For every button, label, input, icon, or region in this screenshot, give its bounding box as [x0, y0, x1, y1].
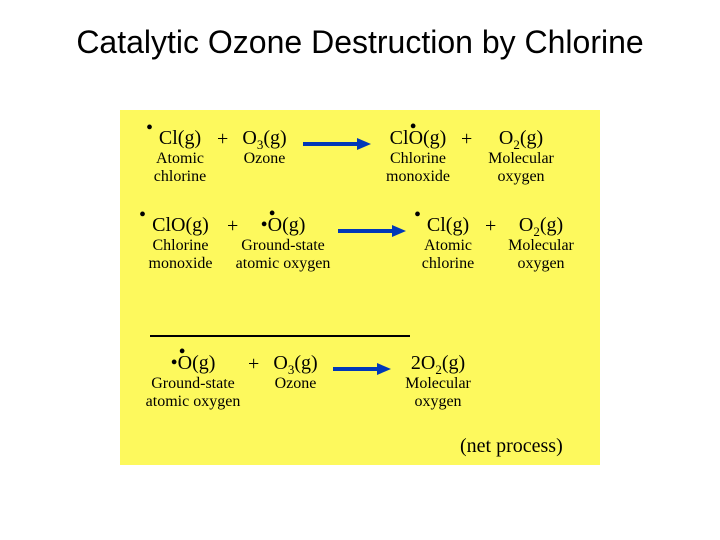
plus-sign: + [485, 215, 496, 238]
summation-rule [150, 335, 410, 337]
r1-product-1: Cl•O(g) Chlorine monoxide [378, 128, 458, 187]
r3-product-1: 2O2(g) Molecular oxygen [393, 353, 483, 412]
slide: Catalytic Ozone Destruction by Chlorine … [0, 0, 720, 540]
r2-reactant-2: ••O(g) Ground-state atomic oxygen [233, 215, 333, 274]
arrow-icon [333, 361, 391, 377]
page-title: Catalytic Ozone Destruction by Chlorine [0, 0, 720, 72]
r1-reactant-1: •Cl(g) Atomic chlorine [145, 128, 215, 187]
reactions-panel: •Cl(g) Atomic chlorine + O3(g) Ozone Cl•… [120, 110, 600, 465]
arrow-icon [303, 136, 371, 152]
r2-product-2: O2(g) Molecular oxygen [496, 215, 586, 274]
net-process-label: (net process) [460, 435, 563, 458]
plus-sign: + [217, 128, 228, 151]
r2-product-1: •Cl(g) Atomic chlorine [413, 215, 483, 274]
r2-reactant-1: •ClO(g) Chlorine monoxide [138, 215, 223, 274]
plus-sign: + [461, 128, 472, 151]
r1-reactant-2: O3(g) Ozone [232, 128, 297, 168]
r3-reactant-1: ••O(g) Ground-state atomic oxygen [143, 353, 243, 412]
r3-reactant-2: O3(g) Ozone [263, 353, 328, 393]
plus-sign: + [248, 353, 259, 376]
arrow-icon [338, 223, 406, 239]
r1-product-2: O2(g) Molecular oxygen [476, 128, 566, 187]
